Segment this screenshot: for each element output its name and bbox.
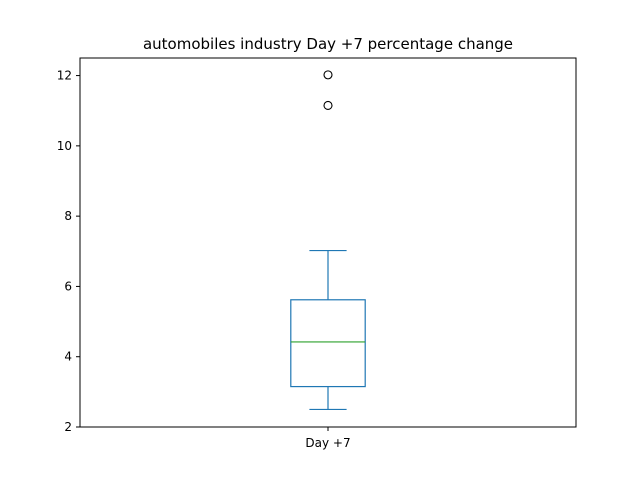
axes: Day +7 2 4 6 8 10 12 — [57, 57, 577, 450]
box-group-0 — [290, 70, 366, 411]
y-tick-label: 2 — [64, 420, 72, 434]
axes-frame — [79, 57, 577, 428]
y-tick-label: 10 — [57, 139, 72, 153]
y-tick-label: 8 — [64, 209, 72, 223]
iqr-box — [290, 299, 366, 388]
outlier-point-1 — [323, 70, 333, 80]
y-tick-label: 6 — [64, 279, 72, 293]
y-tick-label: 4 — [64, 350, 72, 364]
x-tick-label: Day +7 — [305, 436, 350, 450]
plot-area — [290, 70, 366, 411]
y-tick-label: 12 — [57, 69, 72, 83]
outlier-point-0 — [323, 100, 333, 110]
chart-title: automobiles industry Day +7 percentage c… — [143, 35, 513, 53]
